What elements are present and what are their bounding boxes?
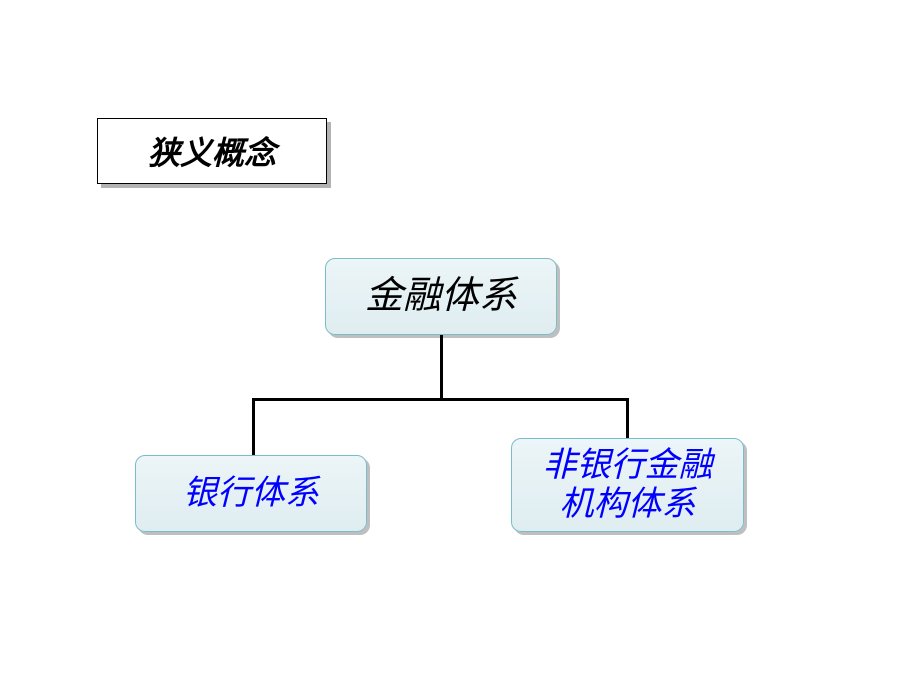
tree-right-node: 非银行金融机构体系 (511, 438, 744, 532)
tree-left-label: 银行体系 (183, 474, 319, 513)
tree-right-label: 非银行金融机构体系 (543, 446, 713, 524)
connector-root-drop (440, 335, 443, 401)
concept-title-text: 狭义概念 (148, 128, 276, 174)
tree-left-node: 银行体系 (135, 455, 367, 532)
connector-horizontal (252, 398, 629, 401)
tree-root-label: 金融体系 (365, 275, 517, 319)
connector-right-drop (626, 398, 629, 438)
connector-left-drop (252, 398, 255, 455)
concept-title-box: 狭义概念 (97, 118, 327, 184)
tree-root-node: 金融体系 (325, 258, 557, 335)
